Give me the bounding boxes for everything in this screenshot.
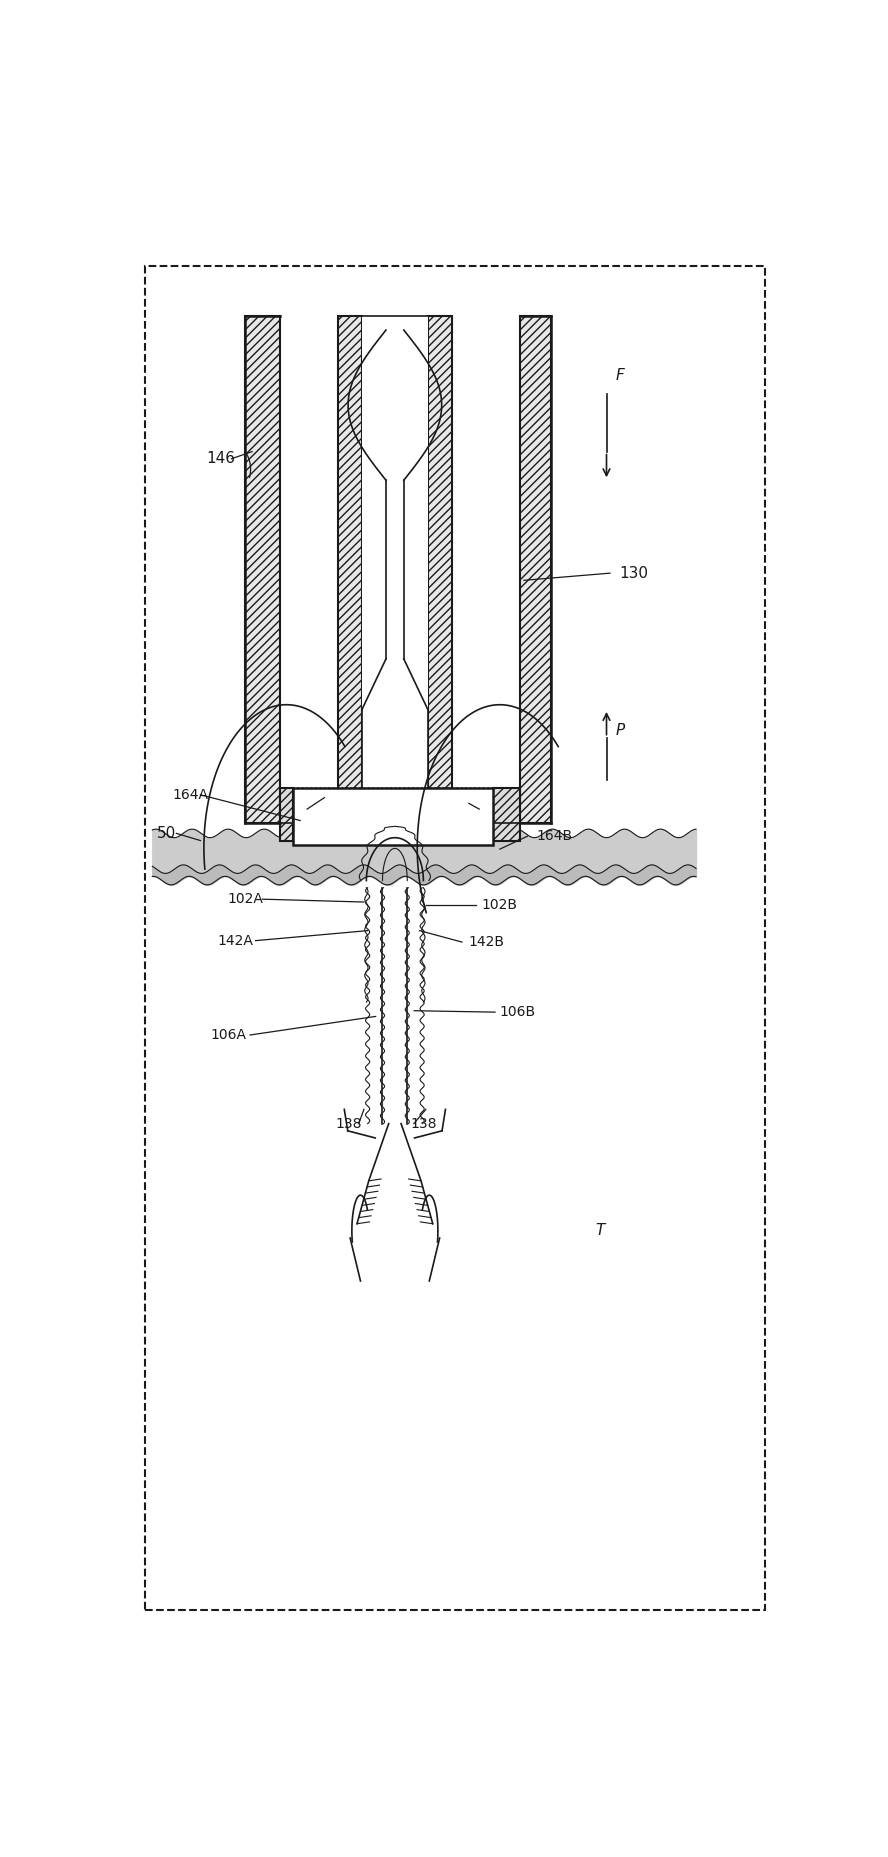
Bar: [280, 787, 293, 841]
Text: 134B: 134B: [468, 797, 504, 810]
Bar: [245, 316, 280, 823]
Bar: [362, 316, 428, 823]
Text: 106B: 106B: [499, 1005, 535, 1019]
Bar: [293, 787, 493, 845]
Bar: [428, 316, 452, 823]
Text: 130: 130: [620, 566, 648, 581]
Text: 138: 138: [411, 1116, 438, 1131]
Text: 164B: 164B: [537, 830, 573, 843]
Text: 102B: 102B: [482, 899, 518, 912]
Text: T: T: [595, 1224, 605, 1239]
Text: 50: 50: [156, 826, 176, 841]
Text: 102A: 102A: [227, 891, 263, 906]
Bar: [338, 316, 362, 823]
Text: 164A: 164A: [172, 787, 208, 802]
Text: 142B: 142B: [468, 936, 504, 949]
Text: 138: 138: [335, 1116, 361, 1131]
Bar: [493, 787, 520, 841]
Text: 142A: 142A: [217, 934, 253, 947]
Text: 146: 146: [207, 451, 235, 466]
Text: P: P: [615, 722, 625, 737]
Text: F: F: [616, 368, 624, 383]
Bar: [520, 316, 551, 823]
Text: 106A: 106A: [210, 1029, 246, 1042]
Text: 134A: 134A: [293, 791, 329, 804]
